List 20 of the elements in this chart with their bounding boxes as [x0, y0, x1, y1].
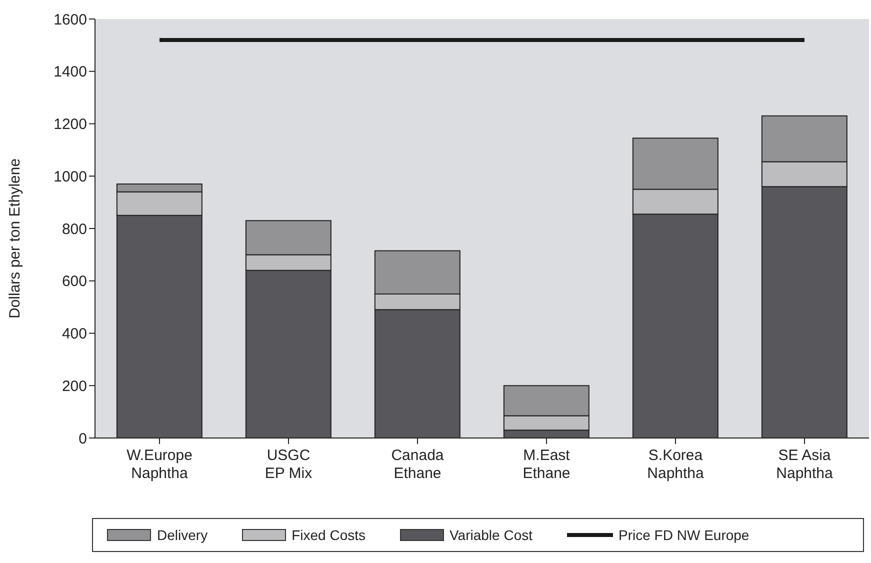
x-tick-label: USGC EP Mix [264, 447, 313, 482]
x-tick-label: SE Asia Naphtha [776, 447, 834, 482]
y-tick-label: 1200 [54, 116, 87, 134]
y-tick-label: 200 [62, 378, 87, 395]
legend-label: Price FD NW Europe [618, 527, 750, 543]
x-tick-label: Canada Ethane [391, 447, 444, 482]
y-tick-label: 600 [62, 273, 87, 290]
y-tick-label: 1600 [54, 11, 87, 28]
y-tick-label: 400 [62, 326, 87, 343]
x-tick-label: S.Korea Naphtha [647, 447, 705, 482]
y-tick-label: 800 [62, 220, 87, 238]
x-tick-label: M.East Ethane [522, 447, 571, 482]
y-tick-label: 1400 [54, 64, 87, 81]
legend-label: Delivery [157, 527, 208, 543]
y-tick-label: 0 [78, 430, 87, 448]
legend-label: Variable Cost [450, 527, 533, 543]
legend-label: Fixed Costs [292, 527, 366, 543]
x-tick-label: W.Europe Naphtha [126, 447, 192, 482]
y-tick-label: 1000 [54, 168, 87, 186]
y-axis-title: Dollars per ton Ethylene [6, 158, 24, 318]
